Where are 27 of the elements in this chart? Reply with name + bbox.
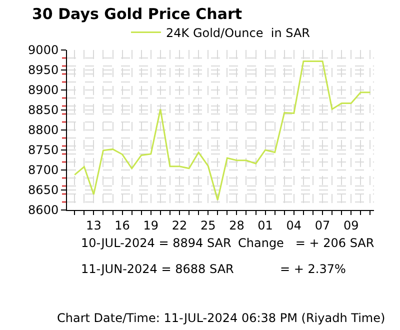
x-tick-label: 01 (258, 218, 273, 232)
x-tick-label: 07 (314, 218, 330, 232)
y-tick-label: 8700 (28, 163, 59, 178)
x-tick-label: 28 (229, 218, 244, 232)
text: = + 2.37% (280, 262, 346, 276)
text: 11-JUN-2024 = 8688 SAR (81, 262, 234, 276)
chart-title: 30 Days Gold Price Chart (32, 4, 242, 23)
y-tick-label: 9000 (28, 43, 59, 58)
y-tick-label: 8800 (28, 123, 59, 138)
x-tick-label: 04 (286, 218, 302, 232)
legend-label: 24K Gold/Ounce in SAR (166, 26, 310, 40)
y-tick-label: 8650 (28, 183, 59, 198)
x-tick-label: 19 (143, 218, 159, 232)
x-tick-label: 22 (172, 218, 188, 232)
y-tick-label: 8900 (28, 83, 59, 98)
x-tick-label: 16 (114, 218, 130, 232)
y-tick-label: 8850 (28, 103, 59, 118)
text: 10-JUL-2024 = 8894 SAR (81, 236, 232, 250)
y-tick-label: 8950 (28, 63, 59, 78)
x-tick-label: 13 (86, 218, 102, 232)
x-tick-label: 09 (343, 218, 359, 232)
y-tick-label: 8750 (28, 143, 59, 158)
text: Change = + 206 SAR (238, 236, 374, 250)
y-tick-label: 8600 (28, 203, 59, 218)
text: Chart Date/Time: 11-JUL-2024 06:38 PM (Riyadh Time) (57, 311, 386, 325)
line-series (74, 60, 371, 201)
x-tick-label: 25 (200, 218, 216, 232)
